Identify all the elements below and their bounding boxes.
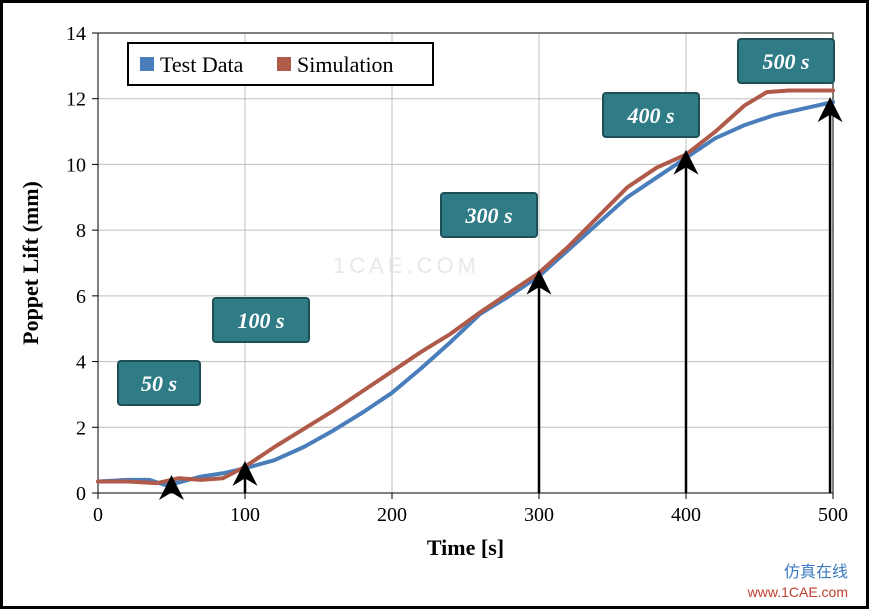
chart-frame: 0 2 4 6 8 10 12 14 0 100 200 300 400 500 Time [s] Poppe… — [0, 0, 869, 609]
plot-border — [98, 33, 833, 493]
tick-label-x: 500 — [818, 504, 848, 526]
legend-label: Test Data — [160, 52, 244, 77]
y-axis-title: Poppet Lift (mm) — [18, 181, 43, 345]
legend-swatch — [140, 57, 154, 71]
x-axis-title: Time [s] — [427, 535, 504, 560]
tick-label-y: 6 — [76, 286, 86, 308]
tick-label-x: 100 — [230, 504, 260, 526]
watermark-br-top: 仿真在线 — [784, 558, 848, 582]
tick-label-x: 400 — [671, 504, 701, 526]
tick-label-y: 4 — [76, 352, 86, 374]
callout-text: 300 s — [464, 203, 512, 228]
legend-label: Simulation — [297, 52, 394, 77]
tick-label-x: 0 — [93, 504, 103, 526]
callout-text: 500 s — [762, 49, 809, 74]
tick-label-x: 200 — [377, 504, 407, 526]
tick-label-y: 8 — [76, 220, 86, 242]
callout-text: 100 s — [237, 308, 284, 333]
tick-label-y: 12 — [66, 89, 86, 111]
series-line — [98, 91, 833, 484]
watermark-br-bottom: www.1CAE.com — [748, 584, 848, 600]
tick-label-y: 0 — [76, 483, 86, 505]
legend-swatch — [277, 57, 291, 71]
tick-label-y: 10 — [66, 154, 86, 176]
chart-svg: 0 2 4 6 8 10 12 14 0 100 200 300 400 500 Time [s] Poppe… — [3, 3, 866, 606]
tick-label-y: 14 — [66, 23, 86, 45]
tick-label-x: 300 — [524, 504, 554, 526]
callout-text: 400 s — [626, 103, 674, 128]
tick-label-y: 2 — [76, 417, 86, 439]
callout-text: 50 s — [141, 371, 177, 396]
